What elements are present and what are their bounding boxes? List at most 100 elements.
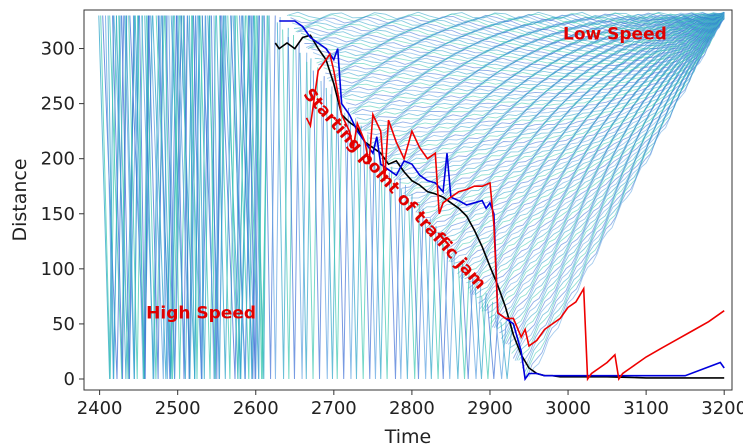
x-tick-label: 2900 bbox=[467, 398, 513, 419]
vehicle-trajectory bbox=[128, 15, 143, 380]
vehicle-trajectory bbox=[469, 280, 482, 380]
vehicle-trajectory bbox=[227, 15, 246, 380]
vehicle-trajectory bbox=[263, 15, 276, 379]
vehicle-trajectory bbox=[384, 17, 725, 165]
highlighted-trajectory-1 bbox=[279, 20, 725, 382]
vehicle-trajectory bbox=[431, 229, 444, 380]
vehicle-trajectory bbox=[494, 314, 507, 380]
vehicle-trajectory bbox=[168, 15, 185, 380]
x-tick-label: 2600 bbox=[233, 398, 279, 419]
y-tick-label: 0 bbox=[64, 369, 75, 390]
vehicle-trajectory bbox=[451, 256, 464, 380]
vehicle-trajectory bbox=[295, 47, 308, 379]
vehicle-trajectory bbox=[421, 13, 725, 215]
vehicle-trajectory bbox=[424, 220, 437, 380]
vehicle-trajectory bbox=[219, 15, 237, 380]
vehicle-trajectory bbox=[464, 14, 725, 280]
x-tick-label: 3200 bbox=[701, 398, 743, 419]
vehicle-trajectory bbox=[436, 236, 449, 380]
vehicle-trajectory bbox=[474, 287, 487, 380]
vehicle-trajectory bbox=[483, 18, 725, 312]
vehicle-trajectory bbox=[363, 17, 725, 131]
x-tick-label: 3100 bbox=[623, 398, 669, 419]
x-tick-label: 2400 bbox=[77, 398, 123, 419]
vehicle-trajectory bbox=[394, 179, 407, 380]
vehicle-trajectory bbox=[302, 11, 725, 43]
vehicle-trajectory bbox=[441, 15, 725, 246]
vehicle-trajectory bbox=[504, 18, 725, 345]
vehicle-trajectory bbox=[518, 15, 725, 361]
vehicle-trajectory bbox=[98, 15, 114, 380]
x-tick-label: 2800 bbox=[389, 398, 435, 419]
vehicle-trajectory bbox=[137, 15, 149, 380]
vehicle-trajectory bbox=[377, 13, 725, 150]
vehicle-trajectory bbox=[427, 18, 725, 230]
vehicle-trajectory bbox=[363, 137, 375, 379]
vehicle-trajectory bbox=[387, 14, 725, 165]
vehicle-trajectory bbox=[354, 14, 725, 117]
vehicle-trajectory bbox=[368, 145, 381, 379]
vehicle-trajectory bbox=[439, 18, 725, 246]
annotation-label: High Speed bbox=[146, 303, 256, 323]
vehicle-trajectory bbox=[497, 13, 725, 329]
vehicle-trajectory bbox=[406, 18, 725, 197]
vehicle-trajectory bbox=[340, 15, 725, 99]
y-tick-label: 200 bbox=[41, 149, 75, 170]
vehicle-trajectory bbox=[213, 15, 227, 380]
vehicle-trajectory bbox=[236, 15, 255, 380]
vehicle-trajectory bbox=[121, 15, 135, 380]
vehicle-trajectory bbox=[500, 321, 513, 380]
vehicle-trajectory bbox=[199, 15, 217, 380]
vehicle-trajectory bbox=[321, 14, 725, 69]
vehicle-trajectory bbox=[312, 11, 725, 57]
vehicle-trajectory bbox=[250, 15, 263, 380]
x-axis: 2400 2500 2600 2700 2800 2900 3000 3100 3200 bbox=[77, 390, 743, 419]
vehicle-trajectory bbox=[528, 16, 725, 377]
vehicle-trajectory bbox=[417, 18, 725, 214]
vehicle-trajectory bbox=[216, 15, 233, 380]
vehicle-trajectory bbox=[346, 11, 725, 106]
vehicle-trajectory bbox=[481, 296, 494, 380]
vehicle-trajectory bbox=[407, 198, 420, 380]
vehicle-trajectory bbox=[443, 12, 725, 249]
vehicle-trajectory bbox=[349, 120, 362, 379]
vehicle-trajectory bbox=[398, 14, 725, 181]
y-tick-label: 250 bbox=[41, 94, 75, 115]
vehicle-trajectory bbox=[325, 87, 338, 379]
vehicle-trajectory bbox=[195, 15, 206, 380]
vehicle-trajectory bbox=[388, 172, 401, 380]
vehicle-trajectory bbox=[306, 61, 319, 379]
background-trajectories bbox=[98, 11, 725, 380]
x-tick-label: 2500 bbox=[155, 398, 201, 419]
y-tick-label: 150 bbox=[41, 204, 75, 225]
vehicle-trajectory bbox=[311, 14, 725, 55]
vehicle-trajectory bbox=[319, 14, 725, 66]
vehicle-trajectory bbox=[299, 52, 312, 379]
vehicle-trajectory bbox=[471, 18, 725, 296]
vehicle-trajectory bbox=[487, 13, 725, 314]
vehicle-trajectory bbox=[112, 15, 128, 380]
vehicle-trajectory bbox=[410, 12, 725, 199]
vehicle-trajectory bbox=[150, 15, 168, 380]
vehicle-trajectory bbox=[342, 16, 725, 98]
vehicle-trajectory bbox=[453, 13, 725, 264]
vehicle-trajectory bbox=[380, 161, 393, 380]
vehicle-trajectory bbox=[520, 12, 725, 364]
vehicle-trajectory bbox=[474, 15, 725, 296]
y-tick-label: 100 bbox=[41, 259, 75, 280]
vehicle-trajectory bbox=[268, 15, 281, 379]
plot-frame bbox=[83, 9, 733, 391]
y-axis-label: Distance bbox=[9, 158, 31, 241]
vehicle-trajectory bbox=[141, 15, 162, 380]
vehicle-trajectory bbox=[286, 11, 725, 20]
vehicle-trajectory bbox=[330, 94, 343, 379]
x-tick-label: 2700 bbox=[311, 398, 357, 419]
vehicle-trajectory bbox=[356, 129, 369, 379]
vehicle-trajectory bbox=[242, 15, 259, 380]
vehicle-trajectory bbox=[431, 14, 725, 230]
vehicle-trajectory bbox=[152, 15, 175, 380]
x-tick-label: 3000 bbox=[545, 398, 591, 419]
vehicle-trajectory bbox=[276, 22, 289, 379]
vehicle-trajectory bbox=[344, 112, 357, 379]
vehicle-trajectory bbox=[282, 29, 295, 379]
